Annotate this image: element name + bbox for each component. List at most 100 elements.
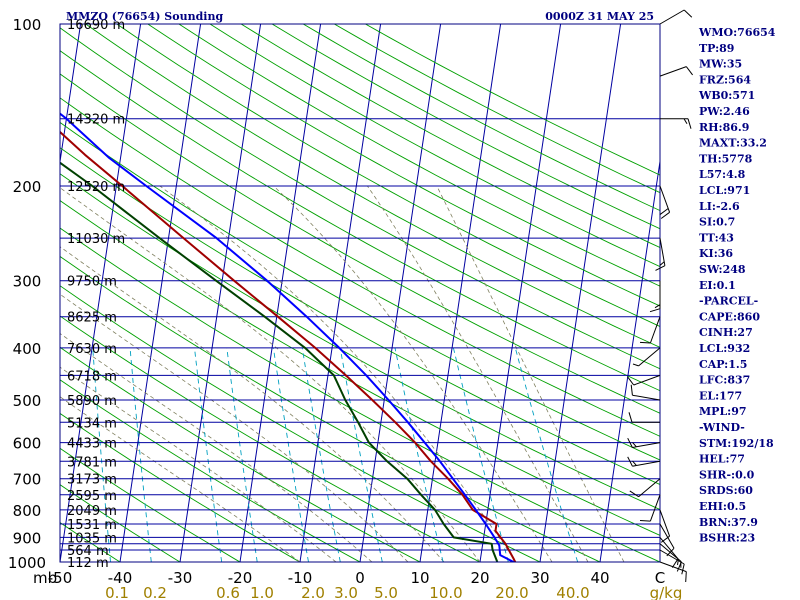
parcel-profile (60, 112, 516, 562)
isotherm-line (179, 24, 262, 562)
wind-barb-flag (627, 376, 635, 386)
height-label: 3781 m (67, 455, 117, 470)
wind-barb-staff (638, 478, 661, 498)
wind-barb (659, 66, 693, 77)
pressure-tick-label: 900 (13, 529, 42, 547)
temperature-profile (60, 130, 517, 562)
mixing-ratio-label: 1.0 (250, 584, 274, 600)
dry-adiabat-line (178, 24, 660, 287)
dry-adiabat-line (60, 379, 361, 562)
temperature-tick-label: 20 (470, 569, 489, 587)
height-label: 16690 m (67, 18, 125, 33)
height-label: 12520 m (67, 180, 125, 195)
dry-adiabat-line (334, 24, 660, 194)
temperature-tick-label: -30 (168, 569, 193, 587)
wind-barb-flag (654, 304, 661, 309)
index-line: KI:36 (699, 247, 733, 260)
dry-adiabat-line (60, 412, 301, 562)
dry-adiabat-line (116, 24, 660, 328)
wind-barb-flag (659, 208, 669, 216)
wind-barb-staff (659, 549, 685, 565)
index-line: CAP:1.5 (699, 358, 747, 371)
index-line: -WIND- (699, 421, 745, 434)
wind-barb (659, 523, 675, 557)
dry-adiabat-line (60, 315, 481, 562)
pressure-tick-label: 600 (13, 435, 42, 453)
index-line: CINH:27 (699, 326, 753, 339)
height-label: 8625 m (67, 311, 117, 326)
wind-barb-flag (660, 211, 670, 219)
dewpoint-profile (60, 161, 499, 562)
index-line: TT:43 (699, 231, 734, 244)
mixing-ratio-label: 3.0 (334, 584, 358, 600)
wind-barb-flag (671, 558, 679, 568)
dry-adiabat-line (365, 24, 660, 176)
wind-barb (649, 280, 661, 313)
index-line: PW:2.46 (699, 105, 750, 118)
wind-barb-flag (632, 442, 637, 448)
isotherm-line (599, 158, 660, 562)
wind-barb-staff (632, 442, 661, 448)
height-label: 2595 m (67, 489, 117, 504)
height-label: 5134 m (67, 416, 117, 431)
isotherm-line (479, 24, 562, 562)
mixing-ratio-line (394, 347, 444, 562)
mixing-ratio-label: 5.0 (374, 584, 398, 600)
mixing-ratio-label: 0.6 (216, 584, 240, 600)
index-line: LCL:971 (699, 184, 750, 197)
index-line: STM:192/18 (699, 437, 774, 450)
wind-barb (659, 509, 671, 543)
wind-barb (639, 494, 661, 522)
isotherm-line (60, 24, 142, 562)
pressure-tick-label: 500 (13, 392, 42, 410)
mixing-ratio-label: 0.1 (105, 584, 129, 600)
height-label: 5890 m (67, 394, 117, 409)
dry-adiabat-line (271, 24, 660, 230)
wind-barb-flag (681, 563, 685, 575)
temperature-tick-label: -10 (288, 569, 313, 587)
index-line: MPL:97 (699, 405, 747, 418)
wind-barb-flag (683, 9, 693, 18)
height-label: 6718 m (67, 369, 117, 384)
height-label: 1035 m (67, 531, 117, 546)
wind-barb (629, 478, 661, 498)
wind-barb-staff (649, 494, 661, 522)
temperature-tick-label: -20 (228, 569, 253, 587)
index-line: RH:86.9 (699, 121, 749, 134)
wind-barb-flag (677, 559, 679, 566)
index-line: MAXT:33.2 (699, 137, 767, 150)
pressure-tick-label: 1000 (8, 554, 46, 572)
index-line: EI:0.1 (699, 279, 736, 292)
dry-adiabat-line (209, 24, 660, 268)
temperature-tick-label: -40 (108, 569, 133, 587)
index-line: -PARCEL- (699, 295, 758, 308)
dry-adiabat-line (60, 447, 241, 562)
dry-adiabat-line (147, 24, 660, 307)
index-line: EL:177 (699, 389, 742, 402)
pressure-tick-label: 700 (13, 471, 42, 489)
wind-barb (660, 118, 692, 129)
height-label: 9750 m (67, 275, 117, 290)
index-line: SI:0.7 (699, 216, 735, 229)
wind-barb (655, 238, 666, 271)
index-line: TP:89 (699, 42, 734, 55)
wind-barb-flag (628, 412, 633, 423)
index-line: BSHR:23 (699, 532, 755, 545)
mixing-ratio-label: 0.2 (143, 584, 167, 600)
height-label: 564 m (67, 544, 109, 559)
height-label: 1531 m (67, 518, 117, 533)
wind-barb-flag (660, 535, 670, 543)
wind-barb (627, 374, 661, 386)
wind-barb-flag (676, 561, 682, 572)
indices-panel: WMO:76654 TP:89 MW:35 FRZ:564 WB0:571 PW:2.46… (698, 26, 776, 545)
index-line: MW:35 (699, 58, 742, 71)
wind-barb-staff (659, 9, 685, 25)
wind-barb-flag (649, 308, 661, 313)
mixing-ratio-label: 2.0 (301, 584, 325, 600)
wind-barb-flag (639, 341, 651, 344)
dry-adiabat-line (60, 199, 660, 536)
index-line: LFC:837 (699, 374, 750, 387)
index-line: TH:5778 (699, 152, 753, 165)
index-line: CAPE:860 (699, 310, 760, 323)
isotherm-line (419, 24, 502, 562)
